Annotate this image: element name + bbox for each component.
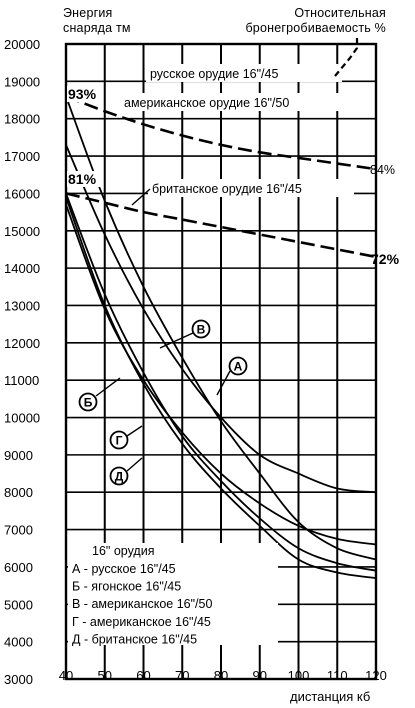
- curve-key-circle: [228, 356, 248, 376]
- y-tick-label: 17000: [4, 149, 40, 164]
- curve-key-leader: [95, 377, 121, 397]
- curve-key-letter: А: [234, 360, 243, 374]
- penetration-leader: [334, 38, 359, 77]
- penetration-curve: [65, 192, 377, 259]
- legend-title: 16" орудия: [92, 544, 154, 558]
- y-tick-label: 9000: [4, 448, 33, 463]
- penetration-leader: [131, 188, 151, 206]
- energy-curve: [65, 95, 377, 561]
- energy-curve: [65, 193, 377, 572]
- curve-key-circle: [109, 466, 129, 486]
- y-tick-label: 11000: [4, 373, 39, 388]
- penetration-labels: русское орудие 16"/45 американское орудие…: [67, 38, 400, 267]
- curve-key-leader: [126, 457, 143, 472]
- legend-box: [68, 543, 278, 645]
- x-tick-label: 70: [175, 668, 189, 683]
- label-bg: [146, 64, 342, 82]
- y-tick-label: 7000: [4, 523, 33, 538]
- label-bg: [67, 171, 101, 187]
- penetration-curves: [65, 95, 377, 259]
- right-axis-title: Относительная бронегробиваемость %: [196, 6, 386, 36]
- penetration-label-russian: русское орудие 16"/45: [150, 67, 278, 81]
- curve-key-letter: В: [197, 323, 206, 337]
- label-bg: [148, 179, 354, 197]
- x-tick-label: 60: [136, 668, 150, 683]
- legend-item: В - американское 16"/50: [72, 597, 212, 611]
- label-bg: [118, 93, 352, 111]
- penetration-start-british: 81%: [68, 171, 97, 187]
- penetration-end-british: 72%: [371, 251, 400, 267]
- x-tick-label: 120: [365, 668, 387, 683]
- y-tick-label: 5000: [4, 597, 33, 612]
- y-tick-label: 16000: [4, 186, 40, 201]
- curve-key-letter: Г: [116, 434, 123, 448]
- x-tick-label: 100: [288, 668, 310, 683]
- y-tick-label: 4000: [4, 635, 33, 650]
- curve-key-circle: [109, 430, 129, 450]
- curve-key-letter: Б: [84, 396, 93, 410]
- y-tick-label: 13000: [4, 298, 40, 313]
- penetration-start-american: 93%: [68, 86, 97, 102]
- y-tick-label: 6000: [4, 560, 33, 575]
- legend: 16" орудия А - русское 16"/45 Б - ягонское…: [68, 543, 278, 646]
- x-tick-label: 40: [59, 668, 73, 683]
- curve-keys: А Б В Г Д: [78, 319, 248, 486]
- x-tick-label: 50: [98, 668, 112, 683]
- penetration-label-american: американское орудие 16"/50: [124, 96, 289, 110]
- plot-frame: [64, 42, 378, 681]
- y-tick-label: 14000: [4, 261, 40, 276]
- energy-curves: [65, 95, 377, 580]
- y-axis-title-line-2: снаряда тм: [63, 21, 131, 35]
- x-tick-label: 80: [214, 668, 228, 683]
- energy-curve: [65, 204, 377, 546]
- curve-key-leader: [159, 332, 194, 349]
- curve-key-letter: Д: [115, 470, 124, 484]
- legend-item: Б - ягонское 16"/45: [72, 580, 181, 594]
- axis-ticks: 3000 4000 5000 6000 7000 8000 9000 10000 11000 12…: [4, 37, 387, 704]
- legend-item: Д - британское 16"/45: [72, 632, 197, 646]
- y-tick-label: 8000: [4, 485, 33, 500]
- x-tick-label: 90: [253, 668, 267, 683]
- y-tick-label: 19000: [4, 74, 40, 89]
- penetration-end-american: 84%: [370, 163, 395, 177]
- legend-item: Г - американское 16"/45: [72, 615, 211, 629]
- y-tick-label: 18000: [4, 112, 40, 127]
- right-axis-title-line-2: бронегробиваемость %: [245, 21, 386, 35]
- curve-key-leader: [126, 425, 143, 437]
- energy-curve: [65, 196, 377, 580]
- y-tick-label: 3000: [4, 672, 33, 687]
- legend-item: А - русское 16"/45: [72, 562, 176, 576]
- curve-key-circle: [191, 319, 211, 339]
- y-axis-title-line-1: Энергия: [63, 6, 113, 20]
- curve-key-circle: [78, 392, 98, 412]
- y-axis-title: Энергия снаряда тм: [63, 6, 131, 36]
- y-tick-label: 10000: [4, 411, 40, 426]
- penetration-label-british: британское орудие 16"/45: [152, 182, 302, 196]
- penetration-curve: [65, 95, 377, 171]
- label-bg: [67, 86, 101, 102]
- right-axis-title-line-1: Относительная: [294, 6, 386, 20]
- y-tick-label: 12000: [4, 336, 40, 351]
- y-tick-label: 20000: [4, 37, 40, 52]
- x-tick-label: 110: [327, 668, 348, 683]
- x-axis-label: дистанция кб: [290, 689, 370, 704]
- curve-key-leader: [216, 370, 231, 396]
- y-tick-label: 15000: [4, 224, 40, 239]
